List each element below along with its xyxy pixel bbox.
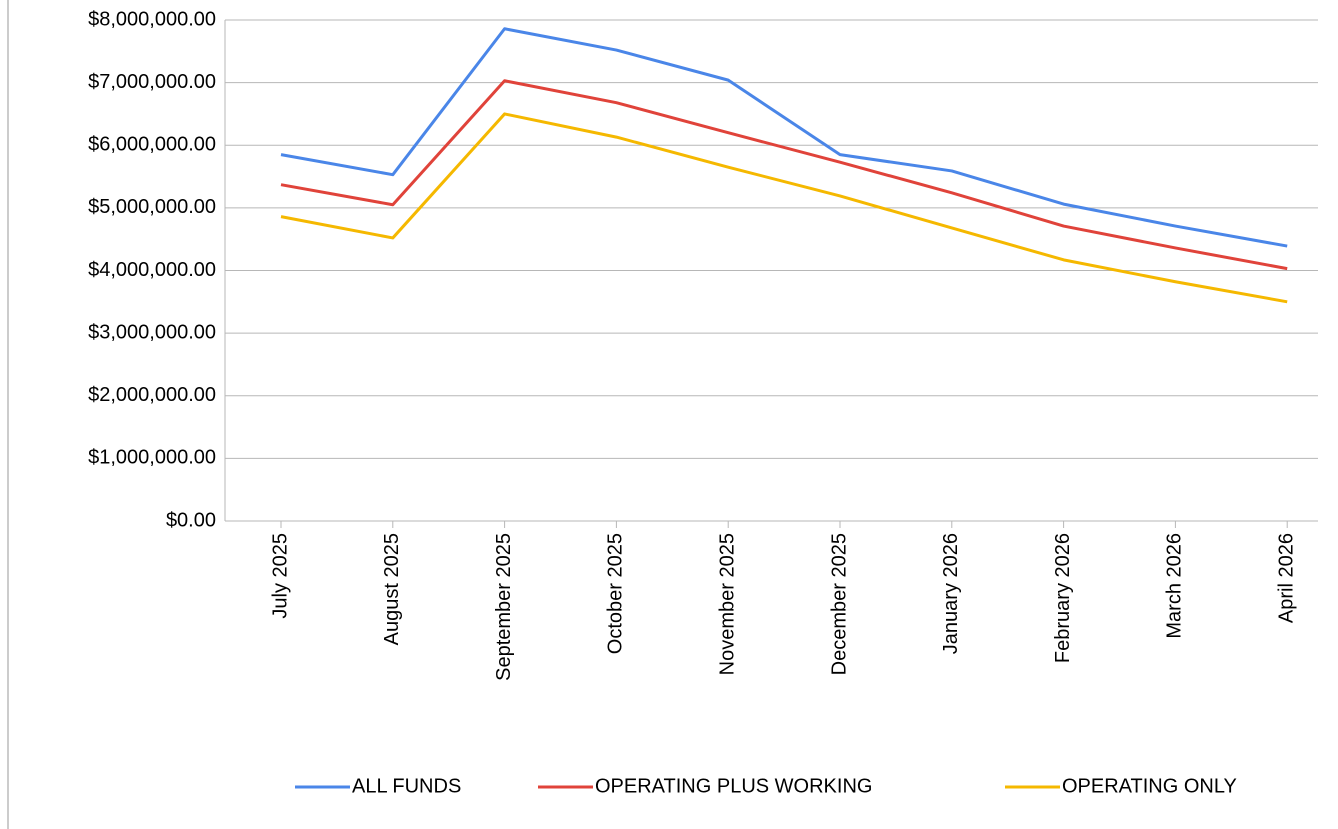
legend-label: OPERATING ONLY xyxy=(1062,775,1237,797)
series-line xyxy=(280,27,1288,248)
legend-label: OPERATING PLUS WORKING xyxy=(595,775,872,797)
y-tick-label: $8,000,000.00 xyxy=(88,8,216,30)
x-tick-label: September 2025 xyxy=(493,533,515,681)
legend-label: ALL FUNDS xyxy=(352,775,461,797)
x-tick-label: November 2025 xyxy=(716,533,738,675)
x-tick-label: August 2025 xyxy=(381,533,403,645)
series-line xyxy=(280,79,1288,271)
y-tick-label: $2,000,000.00 xyxy=(88,384,216,406)
x-tick-label: July 2025 xyxy=(269,533,291,619)
x-tick-label: January 2026 xyxy=(940,533,962,654)
y-tick-label: $0.00 xyxy=(166,509,216,531)
y-tick-label: $7,000,000.00 xyxy=(88,71,216,93)
x-tick-label: October 2025 xyxy=(605,533,627,654)
x-tick-label: March 2026 xyxy=(1164,533,1186,639)
x-tick-label: February 2026 xyxy=(1052,533,1074,663)
series-line xyxy=(280,112,1288,304)
y-tick-label: $3,000,000.00 xyxy=(88,321,216,343)
y-tick-label: $4,000,000.00 xyxy=(88,259,216,281)
x-tick-label: April 2026 xyxy=(1275,533,1297,623)
y-tick-label: $5,000,000.00 xyxy=(88,196,216,218)
y-tick-label: $1,000,000.00 xyxy=(88,447,216,469)
x-tick-label: December 2025 xyxy=(828,533,850,675)
y-tick-label: $6,000,000.00 xyxy=(88,134,216,156)
